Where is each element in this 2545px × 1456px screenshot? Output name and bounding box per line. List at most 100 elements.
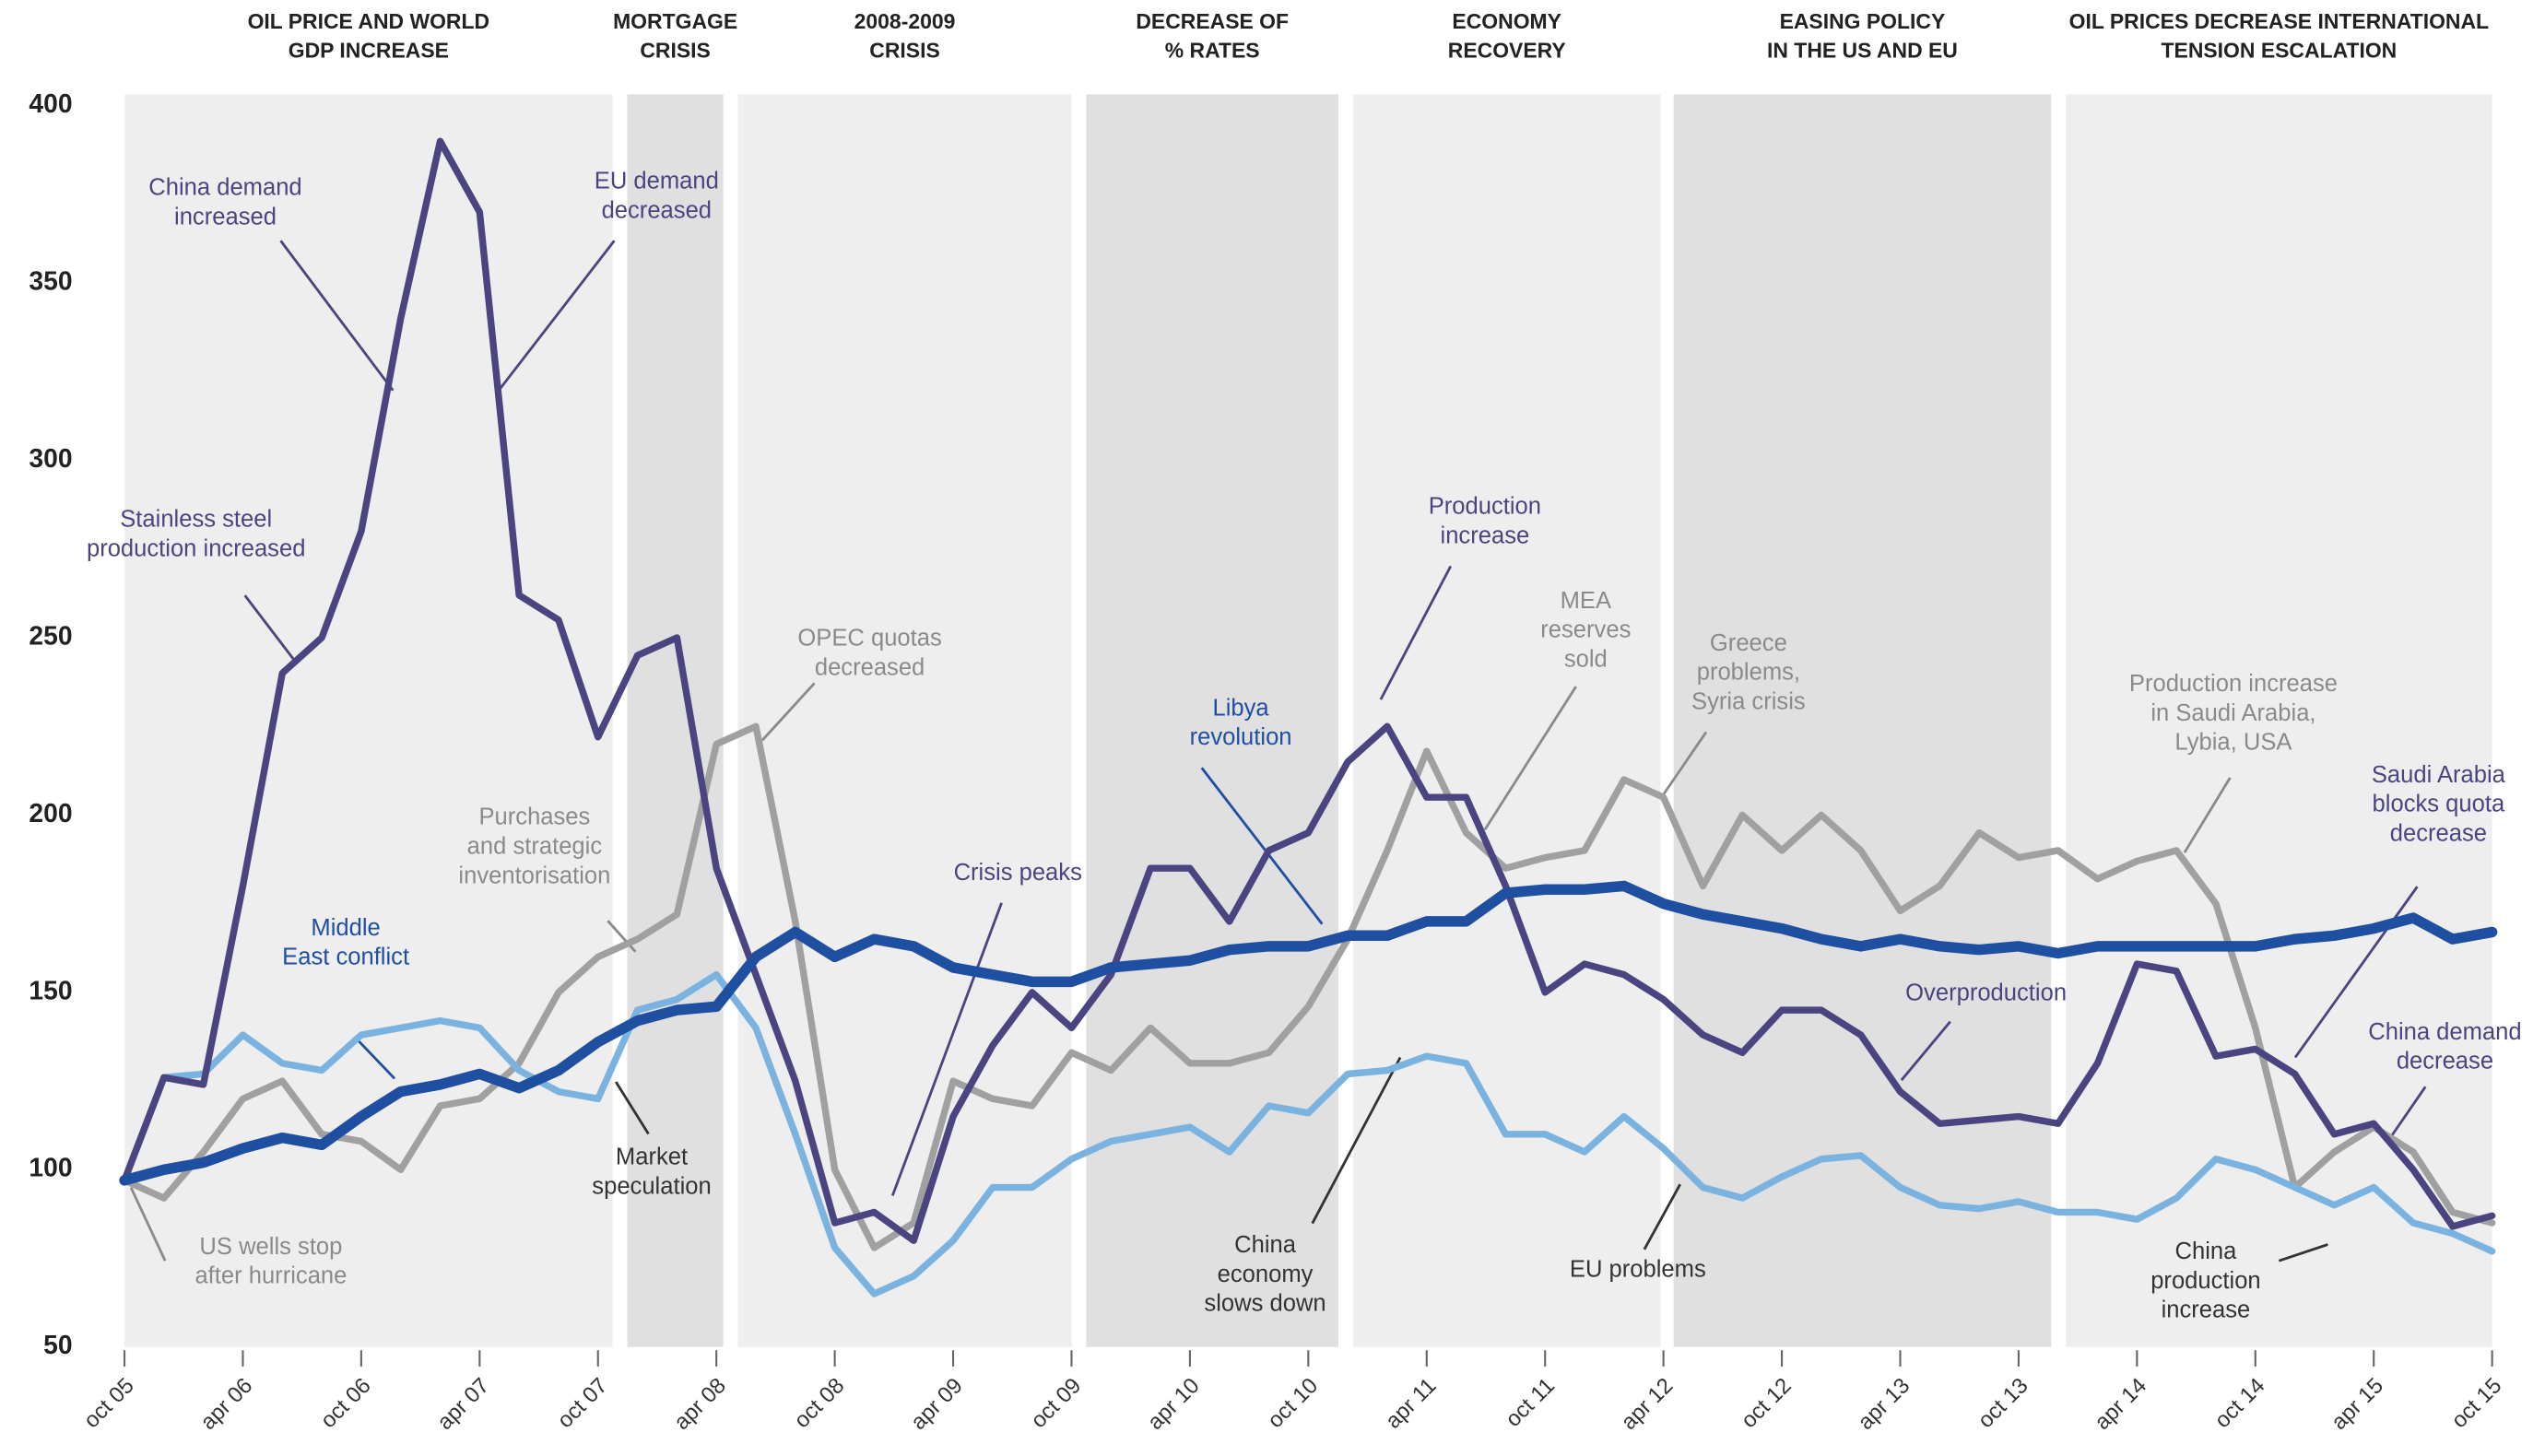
annotation-leader [1643,1183,1681,1251]
annotation-leader [890,902,1003,1197]
x-tick-label: apr 08 [669,1373,731,1435]
annotation: speculation [592,1173,711,1199]
annotation-leader [1311,1056,1402,1225]
annotation-leader [2388,1086,2427,1140]
annotation: blocks quota [2373,792,2505,817]
annotation: production increased [87,535,305,561]
period-label: RECOVERY [1448,39,1566,63]
annotation: slows down [1204,1291,1326,1317]
period-band [124,94,613,1347]
y-tick-label: 200 [29,798,72,828]
x-tick-label: oct 05 [79,1373,139,1433]
series-line [121,722,2496,1251]
annotation-leader [279,240,395,392]
period-label: TENSION ESCALATION [2162,39,2398,63]
annotation: Stainless steel [120,507,272,533]
x-tick-label: apr 12 [1617,1373,1679,1435]
annotation: inventorisation [458,863,610,888]
annotation: reserves [1540,617,1631,643]
period-label: CRISIS [869,39,939,63]
annotation: sold [1564,647,1608,673]
period-band [737,94,1072,1347]
annotation: East conflict [282,945,409,970]
annotation-leader [2293,886,2419,1059]
annotation: EU problems [1570,1257,1706,1283]
annotation: China [2175,1239,2238,1264]
x-tick-label: oct 11 [1501,1373,1560,1432]
period-label: DECREASE OF [1136,9,1289,33]
x-tick-label: oct 14 [2210,1373,2270,1433]
x-tick-label: apr 07 [432,1373,494,1435]
annotation-leader [761,682,816,742]
x-tick-label: apr 09 [906,1373,968,1435]
annotation: Middle [311,915,380,941]
annotation: Purchases [478,804,590,830]
annotation: Lybia, USA [2174,730,2292,756]
y-tick-label: 250 [29,620,72,650]
x-tick-label: oct 08 [789,1373,849,1433]
period-label: EASING POLICY [1780,9,1946,33]
annotation: China demand [2368,1019,2521,1045]
annotation: Libya [1212,695,1269,721]
y-tick-label: 100 [29,1153,72,1182]
annotation: Greece [1710,630,1787,656]
annotation: decreased [602,197,712,223]
y-tick-label: 150 [29,975,72,1004]
annotation: Syria crisis [1691,688,1806,714]
annotation: Production increase [2129,671,2338,697]
period-band [2066,94,2492,1347]
x-tick-label: oct 13 [1974,1373,2033,1433]
annotation: US wells stop [199,1234,342,1260]
x-tick-label: oct 12 [1737,1373,1797,1433]
annotation-leader [2183,777,2232,853]
annotation-leader [1483,686,1577,831]
annotation: increase [1441,523,1530,548]
annotation: OPEC quotas [797,626,941,652]
annotation: EU demand [595,168,719,194]
x-tick-label: apr 06 [195,1373,257,1435]
annotation: China [1234,1232,1297,1258]
annotation: China demand [148,175,301,201]
annotation: Saudi Arabia [2372,762,2506,788]
period-label: GDP INCREASE [289,39,449,63]
period-band [627,94,724,1347]
annotation-leader [1900,1020,1951,1082]
series-line [119,880,2498,1186]
annotation: Production [1429,494,1541,520]
x-tick-label: oct 07 [553,1373,613,1433]
x-tick-label: oct 10 [1263,1373,1323,1433]
annotation: decrease [2390,820,2487,846]
annotation: after hurricane [194,1263,347,1289]
series-line [121,970,2496,1297]
x-tick-label: oct 15 [2446,1373,2506,1433]
annotation-leader [1379,565,1453,700]
annotation-leader [129,1187,167,1262]
series-line [121,137,2496,1244]
annotation: increase [2162,1297,2251,1323]
annotation-leader [497,240,616,392]
annotation-leader [1200,767,1324,925]
annotation: decreased [815,654,925,680]
annotation: economy [1218,1262,1314,1287]
annotation-leader [358,1039,396,1080]
period-label: IN THE US AND EU [1767,39,1958,63]
x-tick-label: apr 14 [2090,1373,2151,1435]
y-tick-label: 350 [29,266,72,296]
y-tick-label: 50 [43,1330,72,1359]
period-label: MORTGAGE [613,9,737,33]
annotation-leader [243,594,299,665]
x-tick-label: apr 10 [1143,1373,1205,1435]
period-label: % RATES [1165,39,1260,63]
annotation: revolution [1190,724,1292,750]
x-tick-label: apr 15 [2327,1373,2388,1435]
period-band [1673,94,2052,1347]
period-band [1352,94,1661,1347]
y-tick-label: 400 [29,88,72,118]
annotation: Crisis peaks [954,860,1082,886]
annotation: Market [616,1145,688,1170]
y-tick-label: 300 [29,443,72,473]
period-label: OIL PRICE AND WORLD [248,9,490,33]
annotation: problems, [1697,660,1800,686]
annotation: increased [174,204,277,229]
x-tick-label: oct 06 [316,1373,376,1433]
